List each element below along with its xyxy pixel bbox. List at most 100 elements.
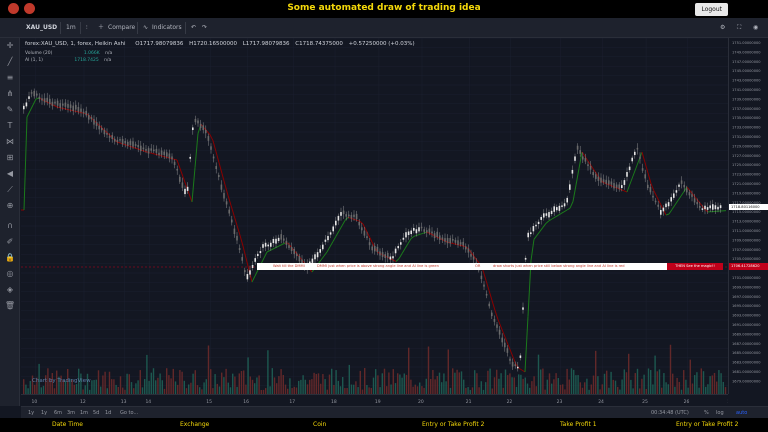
- volume-bar: [207, 345, 210, 394]
- candle-body: [636, 147, 639, 150]
- candle-body: [381, 252, 384, 258]
- trash-icon[interactable]: 🗑: [4, 301, 16, 310]
- lock-icon[interactable]: 🔒: [5, 253, 15, 262]
- volume-bar: [535, 386, 537, 394]
- undo-icon[interactable]: ↶: [191, 24, 197, 31]
- ai-indicator-segment: [401, 248, 406, 254]
- volume-bar: [287, 388, 289, 394]
- settings-gear-icon[interactable]: ⚙: [720, 24, 726, 31]
- tradingview-watermark[interactable]: Chart by TradingView: [32, 378, 91, 384]
- ai-indicator-segment: [149, 152, 154, 155]
- ai-indicator-segment: [554, 214, 559, 218]
- ai-value: 1718.7425: [74, 58, 99, 63]
- candle-body: [95, 121, 98, 127]
- logout-button[interactable]: Logout: [695, 3, 728, 16]
- fullscreen-icon[interactable]: ⛶: [737, 24, 742, 31]
- ai-indicator-segment: [509, 349, 514, 358]
- pattern-icon[interactable]: ⋈: [6, 137, 14, 146]
- prediction-icon[interactable]: ⊞: [6, 153, 14, 162]
- range-button[interactable]: 3m: [67, 410, 76, 416]
- ai-indicator-segment: [176, 159, 181, 169]
- indicators-button[interactable]: Indicators: [152, 24, 182, 31]
- ai-indicator-segment: [365, 229, 370, 237]
- ai-indicator-segment: [671, 204, 676, 210]
- volume-bar: [581, 387, 584, 394]
- candle-body: [644, 174, 646, 179]
- chart-style-icon[interactable]: ⫶: [86, 24, 88, 31]
- ai-label[interactable]: AI (1, 1): [25, 58, 43, 63]
- brush-icon[interactable]: ✎: [6, 105, 14, 114]
- candle-body: [114, 138, 116, 142]
- volume-bar: [282, 375, 284, 394]
- ai-indicator-segment: [227, 195, 232, 206]
- utc-clock[interactable]: 00:34:48 (UTC): [651, 410, 689, 416]
- candle-body: [270, 242, 272, 247]
- ai-indicator-segment: [641, 151, 646, 163]
- trend-line-icon[interactable]: ╱: [7, 57, 13, 66]
- volume-bar: [529, 387, 531, 394]
- percent-scale-toggle[interactable]: %: [704, 410, 709, 416]
- snapshot-camera-icon[interactable]: ◉: [753, 24, 759, 31]
- candle-body: [236, 235, 238, 241]
- volume-label[interactable]: Volume (20): [25, 51, 53, 56]
- time-axis[interactable]: 1012131415161718192021222324252627: [21, 394, 728, 406]
- volume-bar: [438, 372, 441, 394]
- candle-body: [160, 150, 163, 155]
- layers-icon[interactable]: ◈: [6, 285, 14, 294]
- pitchfork-icon[interactable]: ⋔: [6, 89, 14, 98]
- compare-button[interactable]: Compare: [108, 24, 136, 31]
- time-axis-label: 21: [466, 399, 472, 405]
- volume-bar: [75, 384, 78, 394]
- volume-bar: [573, 369, 575, 394]
- auto-scale-toggle[interactable]: auto: [736, 410, 748, 416]
- text-tool-icon[interactable]: T: [7, 121, 13, 130]
- range-button[interactable]: 1y: [41, 410, 48, 416]
- range-button[interactable]: 1d: [105, 410, 112, 416]
- candle-body: [119, 139, 121, 141]
- interval-button[interactable]: 1m: [66, 24, 76, 31]
- volume-bar: [256, 377, 258, 394]
- range-button[interactable]: 5d: [93, 410, 100, 416]
- compare-icon[interactable]: ＋: [98, 24, 105, 31]
- candle-body: [36, 93, 38, 96]
- goto-date-button[interactable]: Go to...: [120, 410, 139, 416]
- log-scale-toggle[interactable]: log: [716, 410, 724, 416]
- volume-bar: [595, 350, 597, 394]
- range-button[interactable]: 1y: [28, 410, 35, 416]
- volume-bar: [718, 370, 720, 394]
- indicators-icon[interactable]: ∿: [143, 24, 149, 31]
- candle-body: [345, 214, 347, 217]
- stay-drawing-icon[interactable]: ✐: [6, 237, 14, 246]
- range-button[interactable]: 1m: [80, 410, 89, 416]
- candlestick-chart[interactable]: [21, 38, 728, 394]
- candle-body: [548, 212, 550, 218]
- horizontal-lines-icon[interactable]: ≡: [6, 73, 14, 82]
- banner-segment-or: OR: [475, 264, 481, 268]
- arrow-back-icon[interactable]: ◀: [6, 169, 14, 178]
- candle-body: [41, 98, 43, 101]
- price-axis[interactable]: 1751.00000000 1749.00000000 1747.00000000 1…: [728, 38, 768, 394]
- candle-body: [121, 138, 124, 145]
- volume-bar: [606, 370, 608, 394]
- candle-body: [472, 256, 475, 260]
- magnet-icon[interactable]: ∩: [7, 221, 13, 230]
- range-button[interactable]: 6m: [54, 410, 63, 416]
- volume-bar: [183, 380, 185, 394]
- volume-bar: [291, 388, 293, 394]
- symbol-search-button[interactable]: XAU_USD: [26, 24, 58, 31]
- crosshair-icon[interactable]: ✛: [6, 41, 14, 50]
- candle-body: [665, 203, 667, 208]
- legend-symbol[interactable]: forex:XAU_USD, 1, forex, Heikin Ashi: [25, 41, 126, 47]
- volume-bar: [212, 388, 214, 394]
- candle-body: [530, 232, 532, 235]
- price-chart-pane[interactable]: [21, 38, 728, 394]
- candle-body: [678, 184, 680, 187]
- ai-indicator-segment: [656, 196, 661, 204]
- visibility-icon[interactable]: ◎: [6, 269, 14, 278]
- zoom-icon[interactable]: ⊕: [6, 201, 14, 210]
- candle-body: [574, 156, 576, 161]
- ai-indicator-segment: [320, 255, 325, 261]
- candle-body: [491, 312, 493, 317]
- redo-icon[interactable]: ↷: [202, 24, 208, 31]
- ruler-icon[interactable]: ⟋: [7, 185, 13, 194]
